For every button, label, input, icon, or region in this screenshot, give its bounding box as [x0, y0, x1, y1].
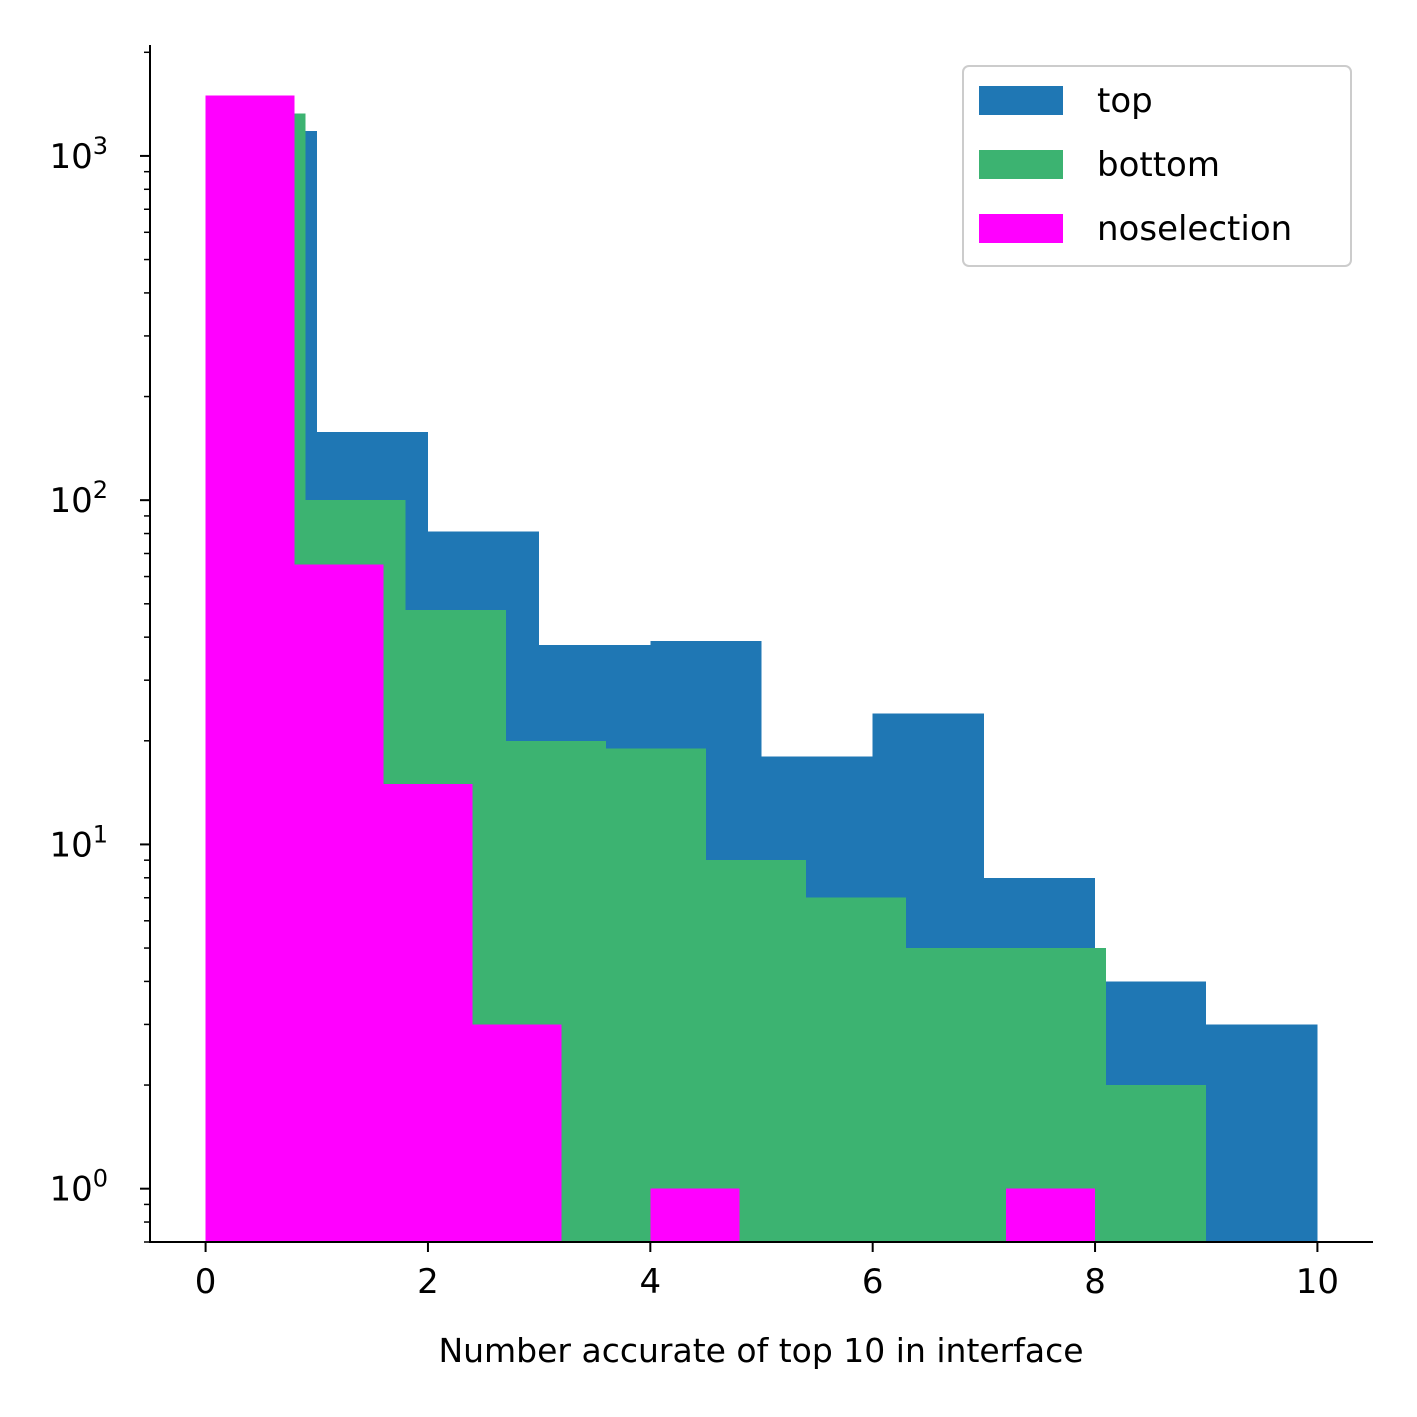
- bar-bottom-5: [705, 860, 806, 1242]
- y-tick-exponent: 1: [93, 820, 108, 848]
- y-tick-label: 100: [49, 1165, 108, 1210]
- y-tick-label: 102: [49, 476, 108, 521]
- x-tick-label: 2: [417, 1262, 439, 1302]
- y-tick-base: 10: [49, 481, 92, 521]
- legend-label-noselection: noselection: [1097, 209, 1292, 249]
- legend-label-top: top: [1097, 81, 1153, 121]
- bar-top-9: [1206, 1024, 1318, 1242]
- x-tick-label: 8: [1084, 1262, 1106, 1302]
- bar-noselection-3: [472, 1024, 562, 1242]
- bar-bottom-7: [906, 948, 1007, 1242]
- y-tick-label: 101: [49, 820, 108, 865]
- y-tick-exponent: 3: [93, 132, 108, 160]
- legend-swatch-bottom: [979, 150, 1063, 179]
- y-tick-base: 10: [49, 137, 92, 177]
- y-tick-exponent: 0: [93, 1165, 108, 1193]
- x-tick-label: 6: [862, 1262, 884, 1302]
- x-axis-label: Number accurate of top 10 in interface: [438, 1331, 1083, 1370]
- legend: top bottom noselection: [962, 65, 1352, 267]
- legend-swatch-top: [979, 86, 1063, 115]
- bar-noselection-1: [294, 564, 384, 1242]
- axes-group: [149, 45, 1373, 1243]
- bar-noselection-0: [205, 95, 295, 1243]
- bar-noselection-9: [1006, 1188, 1096, 1242]
- legend-label-bottom: bottom: [1097, 145, 1220, 185]
- y-tick-base: 10: [49, 825, 92, 865]
- bar-noselection-5: [650, 1188, 740, 1242]
- x-tick-label: 0: [195, 1262, 217, 1302]
- y-tick-label: 103: [49, 132, 108, 177]
- bar-bottom-9: [1106, 1085, 1207, 1242]
- legend-swatch-noselection: [979, 214, 1063, 243]
- x-ticks-group: 0 2 4 6 8 10: [195, 1242, 1339, 1302]
- x-tick-label: 10: [1296, 1262, 1339, 1302]
- bars-group: [205, 95, 1318, 1243]
- y-tick-exponent: 2: [93, 476, 108, 504]
- bar-bottom-4: [605, 748, 706, 1242]
- y-tick-base: 10: [49, 1170, 92, 1210]
- bar-bottom-6: [805, 897, 907, 1242]
- x-tick-label: 4: [639, 1262, 661, 1302]
- bar-noselection-2: [383, 783, 473, 1242]
